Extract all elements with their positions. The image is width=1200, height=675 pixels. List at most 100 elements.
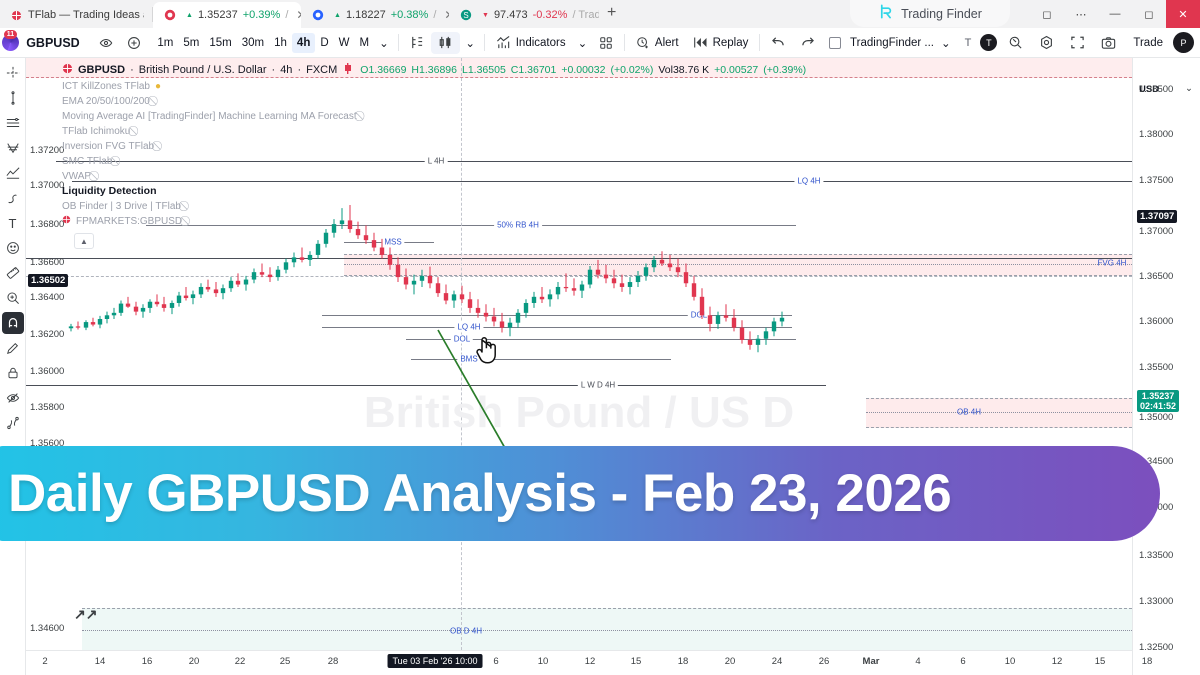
annotation-dol-lower: DOL bbox=[450, 334, 474, 344]
tradingview-logo[interactable]: 11 bbox=[0, 28, 20, 58]
timeframe-1h[interactable]: 1h bbox=[274, 36, 287, 49]
timeframe-15m[interactable]: 15m bbox=[209, 36, 232, 49]
layout-checkbox[interactable] bbox=[822, 32, 848, 54]
patterns-icon[interactable] bbox=[2, 162, 24, 184]
time-tick: 24 bbox=[771, 656, 783, 667]
browser-tab-dxy[interactable]: S DXY 97.473 -0.32% / Tradi ✕ bbox=[449, 2, 599, 28]
redo-icon[interactable] bbox=[793, 32, 822, 54]
ohlc-open: O1.36669 bbox=[360, 63, 407, 76]
user-badge[interactable]: T bbox=[980, 34, 998, 51]
indicator-row[interactable]: Liquidity Detection bbox=[62, 184, 362, 198]
scroll-up-button[interactable]: ▲ bbox=[74, 233, 94, 249]
close-icon[interactable]: ✕ bbox=[293, 8, 301, 22]
browser-tab-gbpusd[interactable]: GBPUSD 1.35237 +0.39% / ✕ bbox=[153, 2, 301, 28]
status-interval: 4h bbox=[280, 63, 293, 76]
text-tool-icon[interactable]: T bbox=[964, 36, 972, 49]
layout-chevron-down-icon[interactable]: ⌄ bbox=[941, 37, 951, 50]
remove-drawings-icon[interactable] bbox=[2, 412, 24, 434]
time-tick: 18 bbox=[1141, 656, 1153, 667]
bar-style-icon[interactable] bbox=[402, 32, 431, 54]
browser-tab-eurusd[interactable]: EURUSD 1.18227 +0.38% / ✕ bbox=[301, 2, 449, 28]
timeframe-W[interactable]: W bbox=[338, 36, 350, 49]
zoom-in-icon[interactable] bbox=[2, 287, 24, 309]
grid-templates-icon[interactable] bbox=[592, 32, 620, 54]
new-tab-button[interactable]: + bbox=[607, 3, 617, 21]
indicator-row[interactable]: OB Finder | 3 Drive | TFlab ⃠ bbox=[62, 199, 362, 213]
replay-button[interactable]: Replay bbox=[686, 32, 756, 54]
price-label: 1.37200 bbox=[30, 145, 65, 156]
measure-icon[interactable] bbox=[2, 262, 24, 284]
browser-menu-icon[interactable]: ⋯ bbox=[1075, 8, 1087, 21]
level-line-fvg-top bbox=[26, 258, 1132, 259]
trend-line-icon[interactable] bbox=[2, 87, 24, 109]
alert-button[interactable]: Alert bbox=[629, 32, 686, 54]
candle-style-icon[interactable] bbox=[431, 31, 461, 54]
indicator-label: FPMARKETS:GBPUSD bbox=[76, 215, 183, 227]
indicator-row[interactable]: SMC TFlab ⃠ bbox=[62, 154, 362, 168]
chart-status-line[interactable]: GBPUSD · British Pound / U.S. Dollar · 4… bbox=[62, 61, 806, 78]
brush-icon[interactable] bbox=[2, 187, 24, 209]
lock-drawings-icon[interactable] bbox=[2, 362, 24, 384]
currency-chevron-down-icon[interactable]: ⌄ bbox=[1185, 83, 1193, 94]
timeframe-4h[interactable]: 4h bbox=[291, 32, 316, 53]
hide-drawings-icon[interactable] bbox=[2, 387, 24, 409]
chart-container[interactable]: British Pound / US D bbox=[26, 58, 1200, 675]
indicators-chevron-down-icon[interactable]: ⌄ bbox=[577, 37, 588, 50]
minimize-icon[interactable]: — bbox=[1109, 8, 1121, 20]
indicator-row[interactable]: Inversion FVG TFlab ⃠ bbox=[62, 139, 362, 153]
time-tick: 26 bbox=[818, 656, 830, 667]
camera-icon[interactable] bbox=[1094, 32, 1123, 54]
indicators-button[interactable]: Indicators bbox=[489, 32, 573, 54]
trade-button[interactable]: Trade bbox=[1133, 36, 1163, 49]
fullscreen-icon[interactable] bbox=[1063, 32, 1092, 54]
right-price-axis[interactable]: USD ⌄ 1.38500 1.38000 1.37500 1.37000 1.… bbox=[1132, 58, 1200, 675]
candle-style-chevron-down-icon[interactable]: ⌄ bbox=[465, 37, 476, 50]
symbol-favicon-small bbox=[62, 215, 71, 227]
emoji-icon[interactable] bbox=[2, 237, 24, 259]
close-window-icon[interactable]: ✕ bbox=[1166, 0, 1200, 28]
layout-name[interactable]: TradingFinder ... bbox=[850, 36, 934, 49]
close-icon[interactable]: ✕ bbox=[441, 8, 449, 22]
settings-gear-icon[interactable] bbox=[1032, 32, 1061, 54]
horizontal-lines-icon[interactable] bbox=[2, 112, 24, 134]
symbol-search-button[interactable]: GBPUSD bbox=[26, 35, 80, 50]
browser-tab-tflab[interactable]: TFlab — Trading Ideas and Scripts - bbox=[0, 2, 152, 28]
magnet-icon[interactable] bbox=[1, 312, 24, 334]
text-tool-icon[interactable]: T bbox=[8, 215, 17, 231]
price-tick: 1.37500 bbox=[1139, 175, 1174, 186]
timeframe-more-chevron-down-icon[interactable]: ⌄ bbox=[379, 37, 389, 50]
indicator-row[interactable]: ICT KillZones TFlab ● bbox=[62, 79, 362, 93]
price-label: 1.36600 bbox=[30, 257, 65, 268]
timeframe-D[interactable]: D bbox=[320, 36, 329, 49]
indicator-row[interactable]: FPMARKETS:GBPUSD ⃠ bbox=[62, 214, 362, 228]
zone-ob-4h bbox=[866, 398, 1132, 428]
timeframe-1m[interactable]: 1m bbox=[157, 36, 174, 49]
time-tick: 12 bbox=[584, 656, 596, 667]
fib-retracement-icon[interactable] bbox=[2, 137, 24, 159]
alert-band bbox=[26, 58, 1132, 78]
timeframe-5m[interactable]: 5m bbox=[183, 36, 200, 49]
time-tick-month: Mar bbox=[862, 656, 880, 667]
browser-extensions-icon[interactable]: ◻ bbox=[1042, 8, 1052, 21]
last-price-badge: 1.35237 02:41:52 bbox=[1137, 390, 1180, 412]
profile-avatar[interactable]: P bbox=[1173, 32, 1194, 53]
undo-icon[interactable] bbox=[764, 32, 793, 54]
time-axis[interactable]: 2 14 16 20 22 25 28 6 10 12 15 18 20 24 … bbox=[26, 650, 1152, 675]
quick-search-icon[interactable] bbox=[1001, 32, 1030, 54]
drawing-mode-icon[interactable] bbox=[2, 337, 24, 359]
timeframe-30m[interactable]: 30m bbox=[241, 36, 265, 49]
price-label: 1.35800 bbox=[30, 402, 65, 413]
level-line-l-w-d-4h bbox=[26, 385, 826, 386]
eye-icon[interactable] bbox=[92, 32, 120, 54]
cross-cursor-icon[interactable] bbox=[2, 62, 24, 84]
warning-icon[interactable]: ● bbox=[155, 80, 162, 92]
s-favicon: S bbox=[459, 9, 472, 22]
timeframe-M[interactable]: M bbox=[359, 36, 370, 49]
indicator-row[interactable]: TFlab Ichimoku ⃠ bbox=[62, 124, 362, 138]
plus-circle-icon[interactable] bbox=[120, 32, 148, 54]
indicator-row[interactable]: VWAP ⃠ bbox=[62, 169, 362, 183]
tab-quote-price: 1.18227 bbox=[345, 9, 386, 21]
indicator-row[interactable]: EMA 20/50/100/200 ⃠ bbox=[62, 94, 362, 108]
maximize-icon[interactable]: ◻ bbox=[1144, 8, 1154, 21]
indicator-row[interactable]: Moving Average AI [TradingFinder] Machin… bbox=[62, 109, 362, 123]
